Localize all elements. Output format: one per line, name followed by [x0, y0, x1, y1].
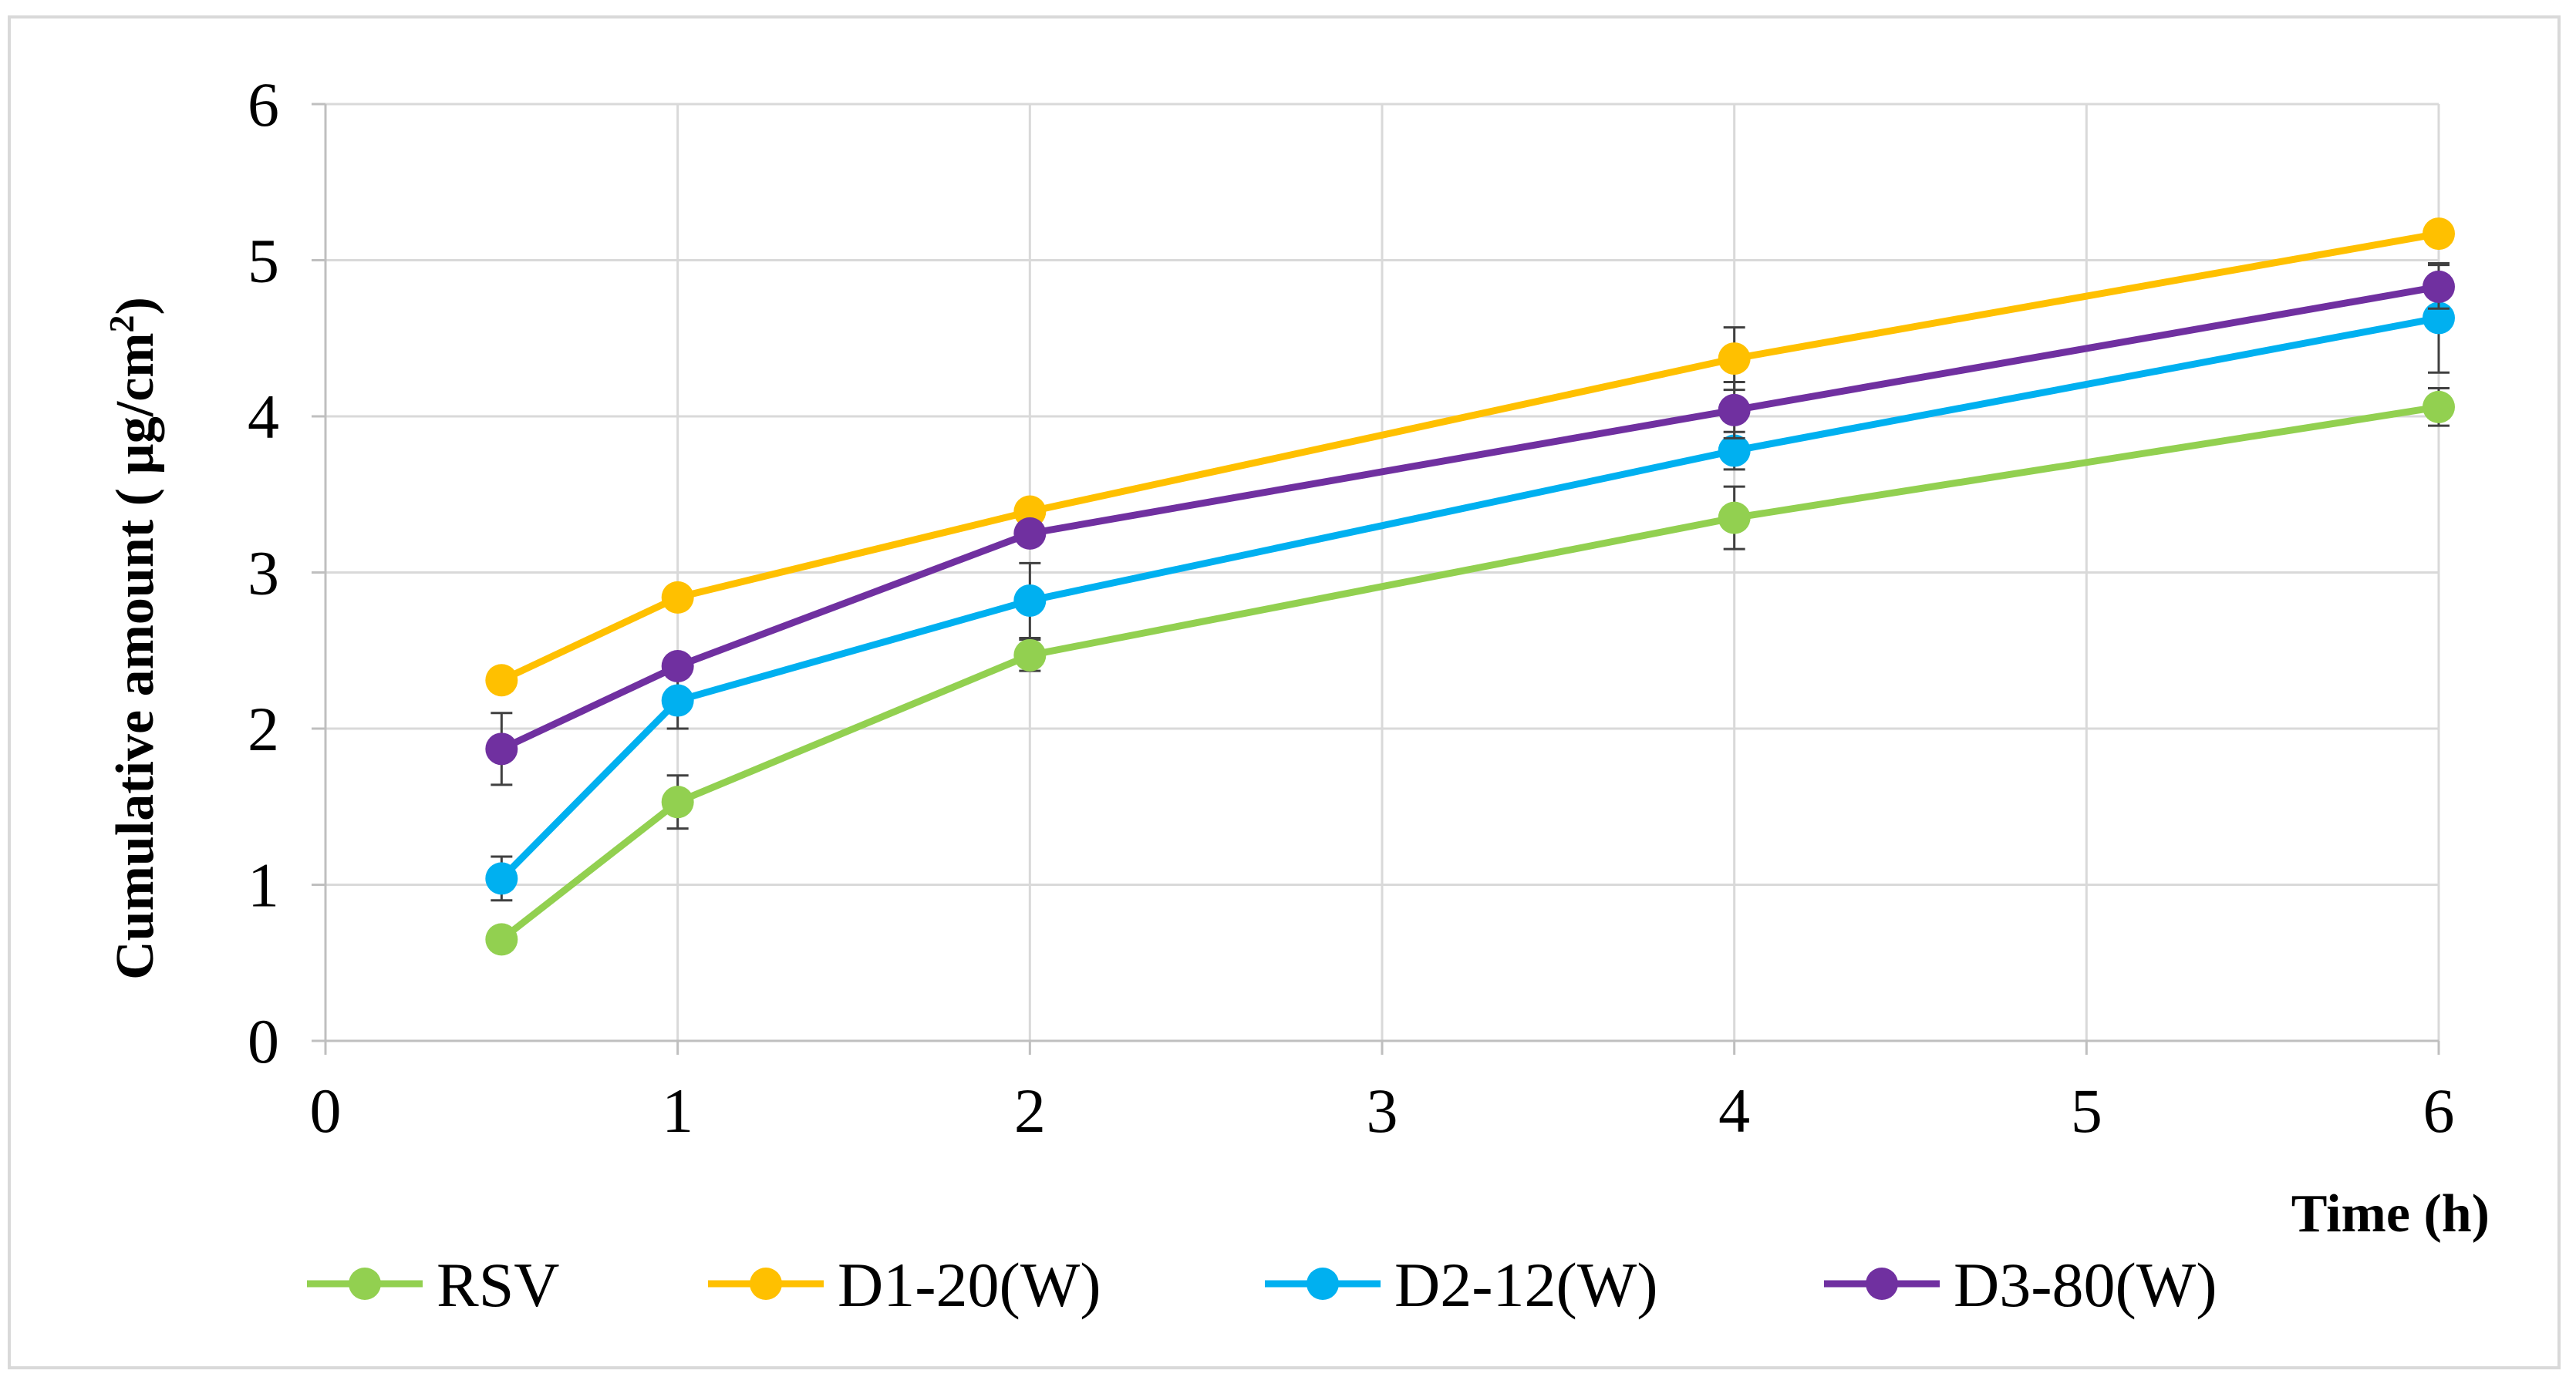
- data-point: [2423, 301, 2455, 335]
- data-point: [1718, 501, 1751, 534]
- y-axis-title: Cumulative amount ( µg/cm2): [102, 297, 166, 980]
- legend-item: D2-12(W): [1265, 1250, 1658, 1320]
- data-point: [1718, 342, 1751, 375]
- x-tick-label: 4: [1718, 1076, 1750, 1146]
- legend-item: RSV: [307, 1250, 560, 1320]
- data-point: [2423, 390, 2455, 423]
- x-axis-title: Time (h): [2291, 1184, 2490, 1244]
- x-tick-label: 3: [1367, 1076, 1398, 1146]
- axes: [312, 103, 2440, 1055]
- legend-marker: [1307, 1268, 1339, 1300]
- x-tick-label: 6: [2423, 1076, 2455, 1146]
- series-RSV: [485, 387, 2455, 956]
- chart-border: [8, 15, 2561, 1369]
- legend-label: D3-80(W): [1954, 1250, 2217, 1320]
- y-tick-label: 3: [248, 538, 279, 608]
- series-D3-80(W): [485, 264, 2455, 786]
- legend-item: D1-20(W): [708, 1250, 1101, 1320]
- data-point: [1013, 517, 1047, 550]
- legend-item: D3-80(W): [1824, 1250, 2217, 1320]
- y-tick-label: 4: [248, 382, 279, 452]
- data-point: [485, 732, 518, 766]
- y-tick-label: 6: [248, 69, 279, 140]
- legend-marker: [1866, 1268, 1898, 1300]
- data-point: [1013, 584, 1047, 617]
- data-point: [661, 684, 694, 717]
- legend-label: D2-12(W): [1394, 1250, 1658, 1320]
- y-tick-label: 5: [248, 226, 279, 296]
- data-point: [661, 786, 694, 819]
- data-point: [1718, 434, 1751, 467]
- y-axis-title-suffix: ): [106, 297, 165, 315]
- series-lines: [485, 217, 2455, 956]
- x-tick-label: 2: [1014, 1076, 1046, 1146]
- x-tick-label: 5: [2071, 1076, 2102, 1146]
- data-point: [2423, 270, 2455, 303]
- x-tick-label: 0: [310, 1076, 342, 1146]
- legend-marker: [750, 1268, 782, 1300]
- legend-label: D1-20(W): [838, 1250, 1101, 1320]
- data-point: [485, 862, 518, 895]
- data-point: [1718, 393, 1751, 426]
- y-tick-label: 0: [248, 1006, 279, 1076]
- data-point: [485, 664, 518, 697]
- y-tick-label: 2: [248, 694, 279, 764]
- y-tick-label: 1: [248, 850, 279, 921]
- y-axis-title-text: Cumulative amount ( µg/cm: [106, 332, 165, 979]
- data-point: [1013, 638, 1047, 672]
- legend-label: RSV: [437, 1250, 560, 1320]
- legend-marker: [349, 1268, 381, 1300]
- tick-labels: 0 1 2 3 4 5 6 0 1 2 3 4 5 6: [248, 69, 2455, 1146]
- data-point: [661, 581, 694, 614]
- data-point: [2423, 217, 2455, 251]
- y-axis-title-superscript: 2: [102, 315, 141, 332]
- data-point: [485, 923, 518, 956]
- data-point: [661, 650, 694, 682]
- legend: RSV D1-20(W) D2-12(W) D3-80(W): [307, 1250, 2217, 1320]
- x-tick-label: 1: [662, 1076, 693, 1146]
